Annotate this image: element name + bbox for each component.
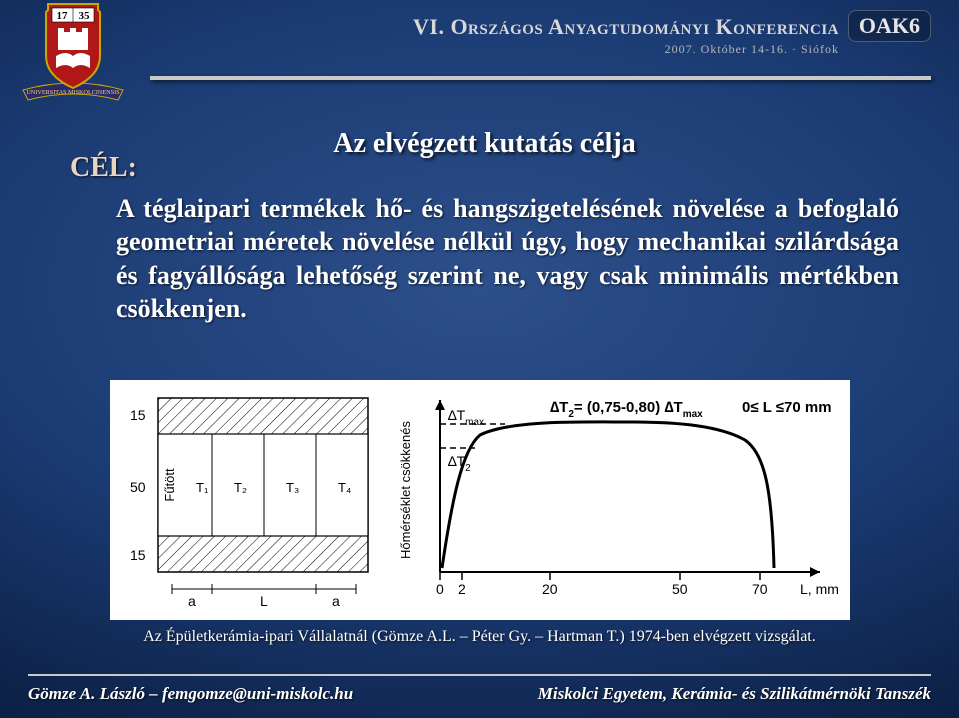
slide-header: UNIVERSITAS MISKOLCINENSIS 17 35 VI. Ors… bbox=[0, 0, 959, 110]
university-crest: UNIVERSITAS MISKOLCINENSIS 17 35 bbox=[18, 0, 128, 108]
slide-footer: Gömze A. László – femgomze@uni-miskolc.h… bbox=[28, 684, 931, 704]
formula-max-sub: max bbox=[683, 409, 703, 420]
dtmax-label: ∆T bbox=[448, 407, 466, 423]
left-dim-mid: 50 bbox=[130, 479, 146, 495]
dt2-sub: 2 bbox=[465, 463, 471, 474]
formula-dt2: ∆T bbox=[550, 399, 568, 416]
xtick-3: 50 bbox=[672, 581, 688, 597]
conference-title-block: VI. Országos Anyagtudományi Konferencia … bbox=[119, 14, 839, 57]
heated-label: Fűtött bbox=[162, 468, 177, 502]
conference-title: VI. Országos Anyagtudományi Konferencia bbox=[119, 14, 839, 40]
slide-root: UNIVERSITAS MISKOLCINENSIS 17 35 VI. Ors… bbox=[0, 0, 959, 718]
conference-subtitle: 2007. Október 14-16. · Siófok bbox=[119, 42, 839, 57]
crest-banner-text: UNIVERSITAS MISKOLCINENSIS bbox=[26, 89, 120, 96]
figure-caption: Az Épületkerámia-ipari Vállalatnál (Gömz… bbox=[0, 628, 959, 646]
xtick-1: 2 bbox=[458, 581, 466, 597]
oak-badge: OAK6 bbox=[848, 10, 931, 42]
a-label-1: a bbox=[188, 593, 196, 609]
l-label: L bbox=[260, 593, 268, 609]
footer-divider bbox=[28, 674, 931, 676]
footer-left: Gömze A. László – femgomze@uni-miskolc.h… bbox=[28, 684, 353, 704]
crest-year-left: 17 bbox=[57, 10, 69, 22]
a-label-2: a bbox=[332, 593, 340, 609]
xtick-2: 20 bbox=[542, 581, 558, 597]
t2-label: T₂ bbox=[234, 480, 247, 495]
crest-year-right: 35 bbox=[79, 10, 91, 22]
t1-label: T₁ bbox=[196, 480, 209, 495]
t3-label: T₃ bbox=[286, 480, 299, 495]
figure: 15 50 15 Fűtött T₁ T₂ T₃ T₄ a bbox=[110, 380, 850, 620]
range-label: 0≤ L ≤70 mm bbox=[742, 399, 832, 416]
slide-body: Az elvégzett kutatás célja CÉL: A téglai… bbox=[70, 128, 899, 325]
formula-eq: = (0,75-0,80) ∆T bbox=[574, 399, 683, 416]
xtick-0: 0 bbox=[436, 581, 444, 597]
main-paragraph: A téglaipari termékek hő- és hangszigete… bbox=[70, 192, 899, 325]
x-unit: L, mm bbox=[800, 581, 839, 597]
header-divider bbox=[150, 76, 931, 80]
dtmax-sub: max bbox=[465, 417, 484, 428]
left-dim-bot: 15 bbox=[130, 547, 146, 563]
xtick-4: 70 bbox=[752, 581, 768, 597]
t4-label: T₄ bbox=[338, 480, 351, 495]
chart-ylabel: Hőmérséklet csökkenés bbox=[398, 421, 413, 559]
left-dim-top: 15 bbox=[130, 407, 146, 423]
footer-right: Miskolci Egyetem, Kerámia- és Szilikátmé… bbox=[538, 684, 931, 704]
